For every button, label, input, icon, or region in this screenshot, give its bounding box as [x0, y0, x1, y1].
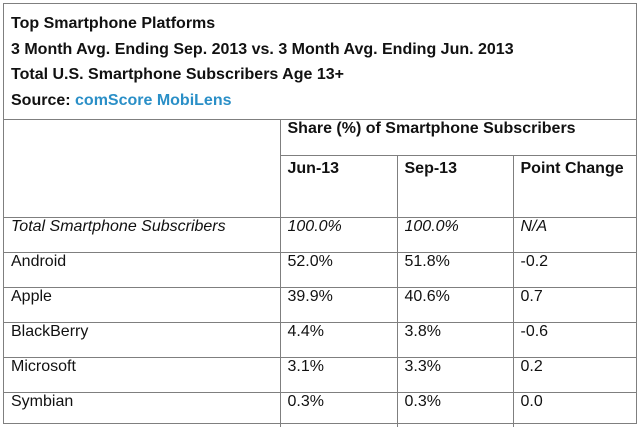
table-title: Top Smartphone Platforms [11, 15, 216, 32]
total-row-label: Total Smartphone Subscribers [4, 216, 281, 253]
source-name: comScore MobiLens [75, 91, 232, 109]
table-subtitle: 3 Month Avg. Ending Sep. 2013 vs. 3 Mont… [11, 40, 514, 58]
platform-label: BlackBerry [4, 321, 281, 358]
total-row-sep: 100.0% [396, 216, 514, 253]
cell-sep: 3.3% [396, 356, 514, 393]
cell-change: 0.2 [512, 356, 637, 393]
column-header-sep: Sep-13 [396, 154, 514, 218]
table-row: Microsoft 3.1% 3.3% 0.2 [4, 356, 637, 393]
share-table: Share (%) of Smartphone Subscribers Jun-… [4, 120, 637, 427]
column-header-jun: Jun-13 [280, 154, 398, 218]
table-source: Source: comScore MobiLens [11, 88, 636, 114]
column-header-row: Jun-13 Sep-13 Point Change [4, 154, 637, 218]
table-row: Symbian 0.3% 0.3% 0.0 [4, 391, 637, 427]
table-row: BlackBerry 4.4% 3.8% -0.6 [4, 321, 637, 358]
cell-change: 0.0 [512, 391, 637, 427]
platform-label: Apple [4, 286, 281, 323]
source-label: Source: [11, 91, 76, 109]
cell-sep: 0.3% [396, 391, 514, 427]
column-header-change: Point Change [512, 154, 637, 218]
cell-sep: 51.8% [396, 251, 514, 288]
cell-change: -0.6 [512, 321, 637, 358]
group-header-row: Share (%) of Smartphone Subscribers [4, 120, 637, 218]
platform-label: Symbian [4, 391, 281, 427]
total-row-change: N/A [512, 216, 637, 253]
cell-sep: 40.6% [396, 286, 514, 323]
cell-jun: 0.3% [279, 391, 398, 427]
table-frame: Top Smartphone Platforms 3 Month Avg. En… [3, 3, 637, 427]
cell-sep: 3.8% [396, 321, 514, 358]
table-population: Total U.S. Smartphone Subscribers Age 13… [11, 66, 344, 83]
table-row: Android 52.0% 51.8% -0.2 [4, 251, 637, 288]
corner-cell [4, 120, 281, 218]
cell-jun: 52.0% [279, 251, 398, 288]
total-row: Total Smartphone Subscribers 100.0% 100.… [4, 216, 637, 253]
total-row-jun: 100.0% [279, 216, 398, 253]
cell-jun: 4.4% [279, 321, 398, 358]
cell-jun: 39.9% [279, 286, 398, 323]
table-header: Top Smartphone Platforms 3 Month Avg. En… [4, 4, 636, 120]
platform-label: Microsoft [4, 356, 281, 393]
cell-jun: 3.1% [279, 356, 398, 393]
cell-change: 0.7 [512, 286, 637, 323]
table-row: Apple 39.9% 40.6% 0.7 [4, 286, 637, 323]
platform-label: Android [4, 251, 281, 288]
group-header-cell: Share (%) of Smartphone Subscribers [279, 120, 637, 156]
cell-change: -0.2 [512, 251, 637, 288]
